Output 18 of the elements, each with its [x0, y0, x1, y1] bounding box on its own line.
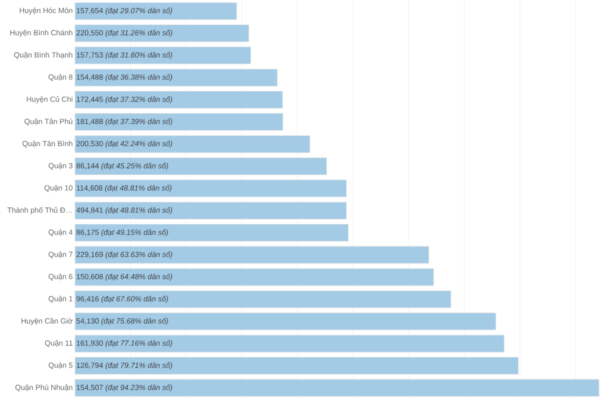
- bar: [74, 180, 347, 198]
- bar: [74, 113, 284, 131]
- bar: [74, 135, 310, 153]
- bar: [74, 357, 519, 375]
- bar: [74, 224, 349, 242]
- bar: [74, 24, 250, 42]
- bar: [74, 379, 600, 397]
- bar: [74, 334, 504, 352]
- bar: [74, 158, 327, 176]
- bar: [74, 290, 452, 308]
- bar: [74, 312, 496, 330]
- bar: [74, 68, 278, 86]
- bar: [74, 2, 237, 20]
- bar: [74, 91, 283, 108]
- bar: [74, 246, 430, 264]
- bar: [74, 202, 347, 220]
- bar: [74, 46, 251, 64]
- bar: [74, 268, 434, 286]
